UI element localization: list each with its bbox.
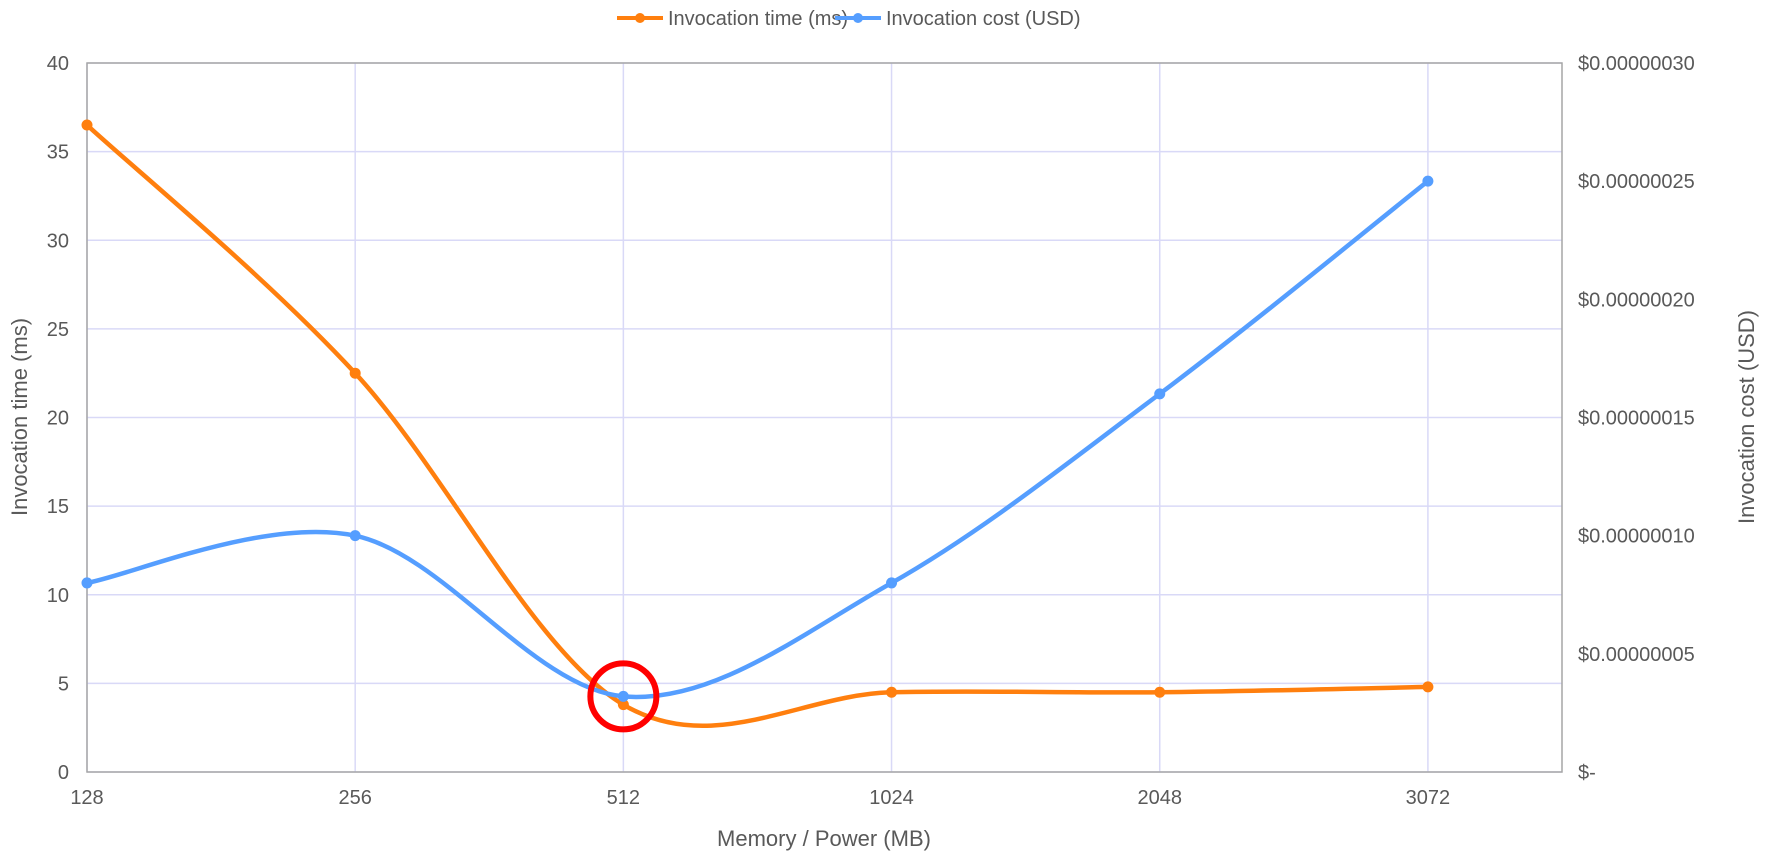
data-point-1 — [1154, 388, 1166, 400]
data-point-1 — [349, 530, 361, 542]
highlight-circle — [587, 660, 660, 733]
data-point-0 — [1154, 686, 1166, 698]
y-left-tick-label: 0 — [58, 762, 69, 784]
data-point-0 — [886, 686, 898, 698]
y-left-tick-label: 40 — [47, 53, 69, 75]
x-tick-label: 2048 — [1137, 787, 1182, 809]
series-line-0 — [85, 123, 1428, 729]
x-tick-label: 3072 — [1406, 787, 1451, 809]
x-tick-label: 128 — [70, 787, 103, 809]
x-tick-label: 256 — [338, 787, 371, 809]
y-left-tick-label: 20 — [47, 408, 69, 430]
series-points — [81, 119, 1434, 711]
y-right-tick-label: $0.00000030 — [1578, 53, 1695, 75]
y-left-tick-label: 30 — [47, 230, 69, 252]
y-left-tick-label: 25 — [47, 319, 69, 341]
legend-label-cost: Invocation cost (USD) — [886, 8, 1081, 30]
legend-marker-time — [635, 13, 645, 23]
data-point-0 — [1422, 681, 1434, 693]
y-right-tick-label: $0.00000025 — [1578, 171, 1695, 193]
legend-label-time: Invocation time (ms) — [668, 8, 848, 30]
x-axis-title: Memory / Power (MB) — [717, 826, 931, 851]
grid — [86, 62, 1562, 773]
x-tick-label: 512 — [607, 787, 640, 809]
data-point-1 — [1422, 175, 1434, 187]
legend-marker-cost — [853, 13, 863, 23]
y-right-tick-label: $0.00000010 — [1578, 526, 1695, 548]
data-point-1 — [886, 577, 898, 589]
y-right-axis-title: Invocation cost (USD) — [1734, 310, 1759, 524]
y-left-tick-label: 15 — [47, 496, 69, 518]
y-right-tick-label: $0.00000005 — [1578, 644, 1695, 666]
x-tick-label: 1024 — [869, 787, 914, 809]
series-lines — [85, 123, 1430, 729]
y-right-tick-label: $- — [1578, 762, 1596, 784]
y-right-tick-label: $0.00000020 — [1578, 289, 1695, 311]
series-line-1 — [86, 179, 1430, 700]
data-point-0 — [349, 367, 361, 379]
y-left-axis-title: Invocation time (ms) — [7, 318, 32, 516]
y-left-tick-label: 10 — [47, 585, 69, 607]
legend: Invocation time (ms) Invocation cost (US… — [617, 8, 1081, 30]
data-point-1 — [617, 690, 629, 702]
data-point-1 — [81, 577, 93, 589]
tick-labels: 0 5 10 15 20 25 30 35 40 $- $0.00000005 $0.00000010… — [47, 53, 1695, 809]
plot-area-border — [86, 62, 1563, 773]
y-left-tick-label: 5 — [58, 673, 69, 695]
y-right-tick-label: $0.00000015 — [1578, 408, 1695, 430]
data-point-0 — [81, 119, 93, 131]
y-left-tick-label: 35 — [47, 142, 69, 164]
data-point-0 — [617, 699, 629, 711]
